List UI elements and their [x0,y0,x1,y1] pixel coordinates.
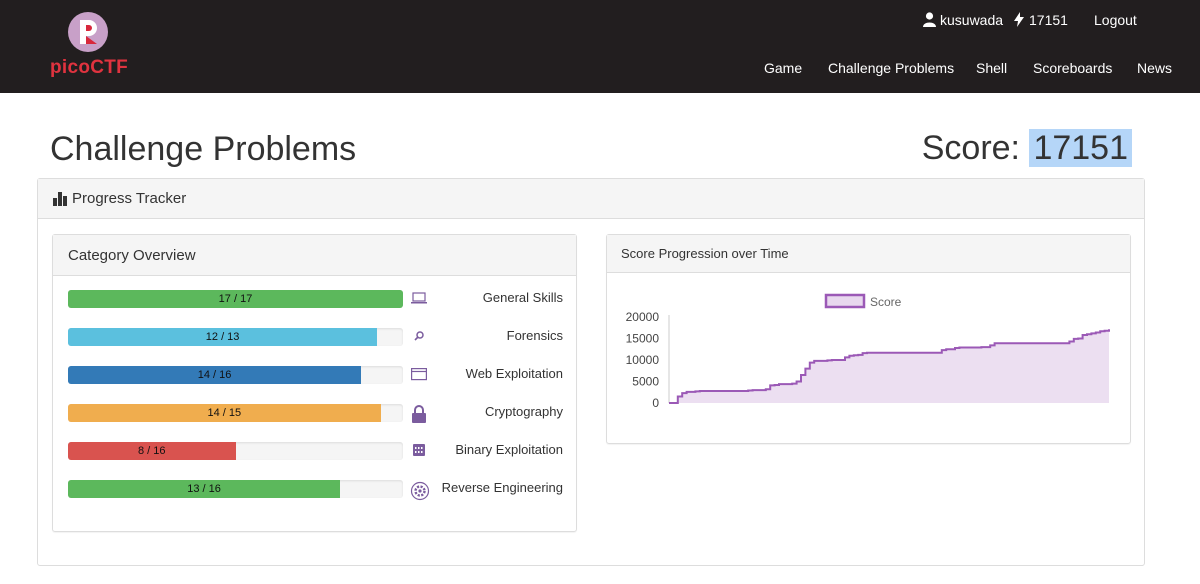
lock-icon [410,405,428,423]
logo-p-icon [80,20,97,44]
nav-news[interactable]: News [1137,60,1173,76]
category-progress-fill: 17 / 17 [68,290,403,308]
y-tick-label: 0 [652,396,659,410]
y-tick-label: 15000 [626,332,660,346]
score-value: 17151 [1029,129,1132,167]
nav-game[interactable]: Game [764,60,803,76]
category-progress-bar: 14 / 16 [68,366,403,384]
search-icon [410,329,428,347]
binary-chip-icon [410,443,428,461]
y-tick-label: 10000 [626,353,660,367]
category-overview-panel: Category Overview 17 / 17 General Skills 1… [52,234,577,532]
category-label[interactable]: Web Exploitation [465,366,563,381]
score-progression-title: Score Progression over Time [607,235,1130,273]
category-progress-fill: 8 / 16 [68,442,236,460]
category-label[interactable]: Reverse Engineering [441,480,563,495]
progress-tracker-header: Progress Tracker [38,179,1144,219]
category-progress-fill: 12 / 13 [68,328,378,346]
category-progress-fill: 14 / 15 [68,404,381,422]
picoctf-logo[interactable]: picoCTF [50,12,130,82]
category-label[interactable]: Binary Exploitation [455,442,563,457]
category-label[interactable]: Cryptography [484,404,563,419]
score-progression-panel: Score Progression over Time Score 20000 15… [606,234,1131,444]
progress-tracker-panel: Progress Tracker Category Overview 17 / … [37,178,1145,566]
nav-username[interactable]: kusuwada [940,12,1004,28]
category-row: 8 / 16 Binary Exploitation [68,442,563,462]
category-progress-bar: 14 / 15 [68,404,403,422]
score-label: Score: [921,129,1020,167]
legend-swatch[interactable] [824,293,866,309]
navbar: picoCTF kusuwada 17151 Logout Game Chall… [0,0,1200,93]
nav-shell[interactable]: Shell [976,60,1008,76]
category-progress-bar: 8 / 16 [68,442,403,460]
category-progress-fill: 14 / 16 [68,366,362,384]
category-row: 14 / 15 Cryptography [68,404,563,424]
category-progress-bar: 17 / 17 [68,290,403,308]
nav-challenge-problems[interactable]: Challenge Problems [828,60,955,76]
category-row: 13 / 16 Reverse Engineering [68,480,563,501]
progress-tracker-title: Progress Tracker [72,190,187,207]
nav-user-bar: kusuwada 17151 Logout [923,12,1143,30]
brand-name: picoCTF [50,57,129,78]
legend-label[interactable]: Score [870,295,902,309]
category-row: 14 / 16 Web Exploitation [68,366,563,386]
category-label[interactable]: General Skills [482,290,563,305]
category-row: 12 / 13 Forensics [68,328,563,348]
category-progress-bar: 12 / 13 [68,328,403,346]
category-overview-title: Category Overview [53,235,576,276]
laptop-icon [410,291,428,309]
category-label[interactable]: Forensics [506,328,563,343]
y-tick-label: 20000 [626,310,660,324]
nav-scoreboards[interactable]: Scoreboards [1033,60,1113,76]
gear-icon [410,481,430,501]
browser-window-icon [410,367,428,385]
logout-link[interactable]: Logout [1094,12,1137,28]
y-tick-label: 5000 [632,375,659,389]
score-display: Score: 17151 [922,129,1132,168]
score-progression-chart: Score 20000 15000 10000 5000 0 [626,293,1110,410]
category-row: 17 / 17 General Skills [68,290,563,310]
nav-points: 17151 [1029,12,1068,28]
category-progress-bar: 13 / 16 [68,480,403,498]
bolt-icon [1014,12,1024,28]
category-progress-fill: 13 / 16 [68,480,341,498]
bar-chart-icon [53,191,67,206]
page-title: Challenge Problems [50,130,357,168]
user-icon [923,12,937,28]
score-line [669,329,1110,404]
